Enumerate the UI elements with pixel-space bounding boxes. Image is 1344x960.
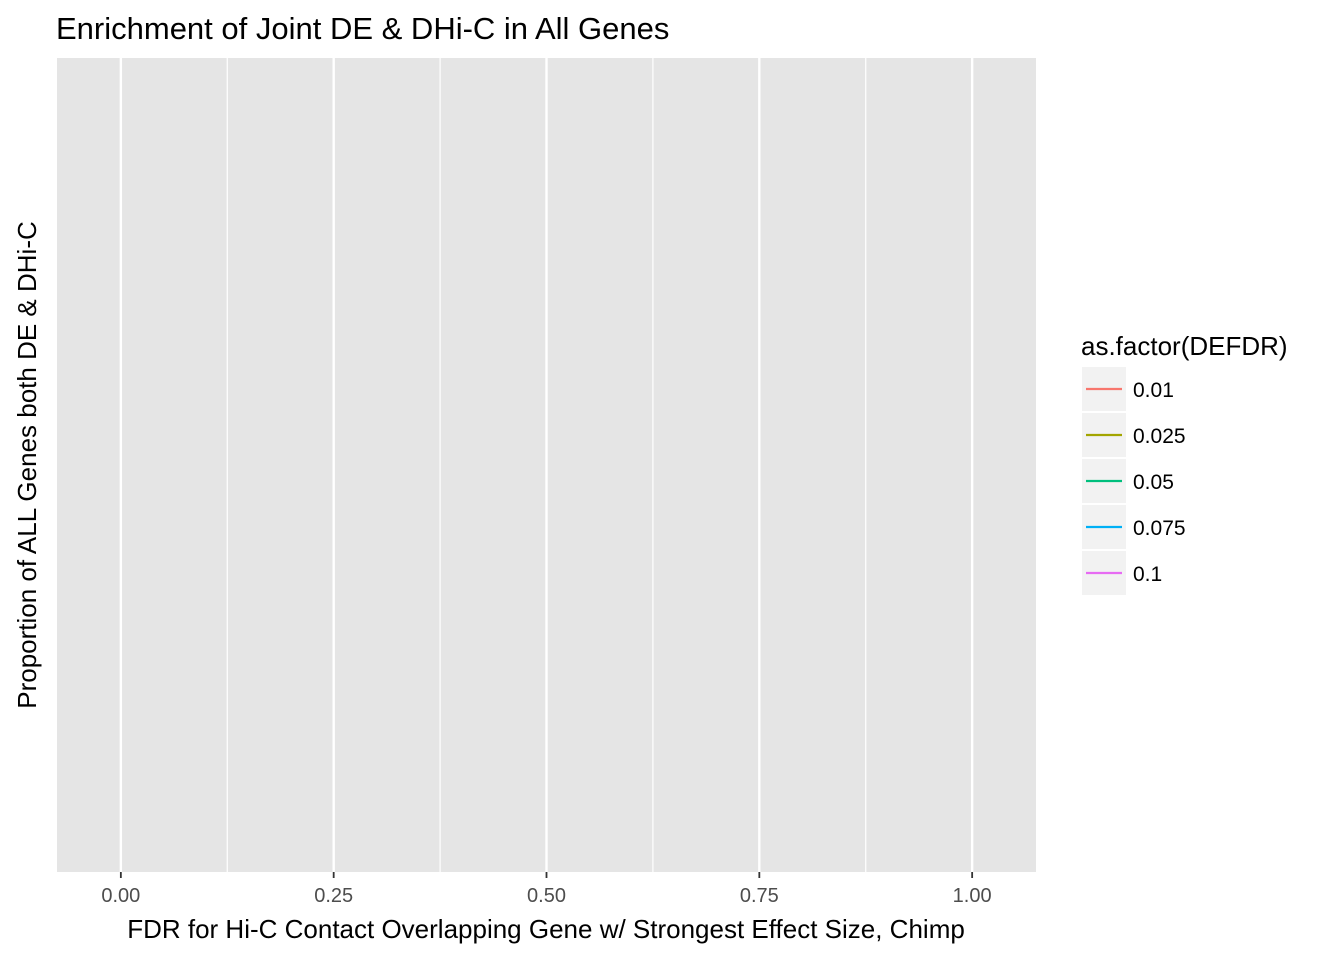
legend-title: as.factor(DEFDR) xyxy=(1081,331,1288,361)
x-tick-label: 0.75 xyxy=(740,885,779,907)
legend-label: 0.1 xyxy=(1133,563,1162,586)
x-tick-label: 0.25 xyxy=(314,885,353,907)
legend-label: 0.05 xyxy=(1133,471,1174,494)
y-axis-label: Proportion of ALL Genes both DE & DHi-C xyxy=(12,221,42,709)
legend: as.factor(DEFDR) 0.01 0.025 0.05 0.075 0.1 xyxy=(1081,331,1288,595)
legend-items: 0.01 0.025 0.05 0.075 0.1 xyxy=(1082,367,1186,595)
chart-title: Enrichment of Joint DE & DHi-C in All Ge… xyxy=(56,11,669,46)
legend-label: 0.01 xyxy=(1133,379,1174,402)
x-tick-label: 0.50 xyxy=(527,885,566,907)
major-grid xyxy=(119,58,974,872)
x-axis-label: FDR for Hi-C Contact Overlapping Gene w/… xyxy=(127,914,965,944)
legend-label: 0.075 xyxy=(1133,517,1186,540)
x-tick-label: 1.00 xyxy=(953,885,992,907)
legend-label: 0.025 xyxy=(1133,425,1186,448)
x-axis-ticks: 0.00 0.25 0.50 0.75 1.00 xyxy=(101,872,992,907)
minor-grid xyxy=(226,58,867,872)
x-tick-label: 0.00 xyxy=(101,885,140,907)
